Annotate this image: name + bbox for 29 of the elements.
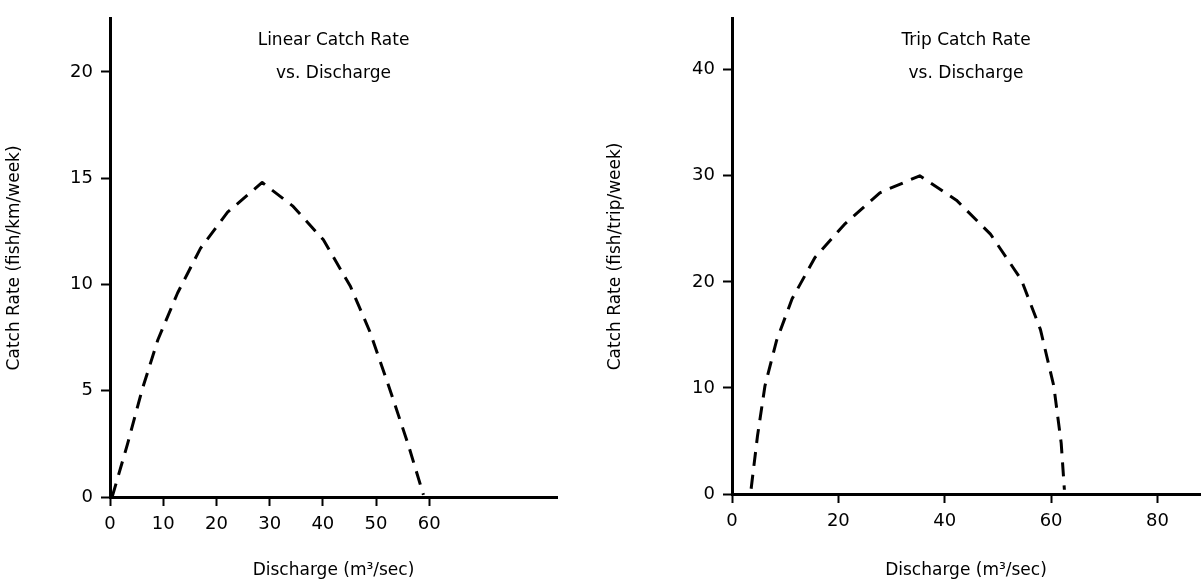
x-tick-label: 60 [417,512,441,534]
x-tick-label: 50 [364,512,388,534]
y-tick-label: 0 [81,484,93,506]
x-tick-label: 40 [311,512,335,534]
x-tick-label: 60 [1039,509,1063,531]
text: Trip Catch Rate vs. Discharge [900,29,1031,83]
x-tick-label: 0 [726,509,738,531]
x-tick-label: 40 [933,509,957,531]
y-tick-label: 0 [703,481,715,503]
y-tick-label: 5 [81,378,93,400]
text: Linear Catch Rate vs. Discharge [257,29,410,83]
y-axis-title: Catch Rate (fish/trip/week) [603,142,624,371]
x-tick-label: 30 [258,512,282,534]
x-axis-title: Discharge (m³/sec) [885,559,1047,580]
line-series [749,174,1066,492]
y-tick-label: 40 [692,57,715,79]
x-tick-label: 10 [151,512,175,534]
x-tick-label: 0 [104,512,116,534]
y-tick-label: 10 [692,375,715,397]
x-axis-title: Discharge (m³/sec) [252,559,415,580]
y-tick-label: 30 [692,163,715,185]
x-tick-label: 80 [1146,509,1169,531]
x-tick-label: 20 [204,512,228,534]
y-tick-label: 20 [692,269,715,291]
x-tick-label: 20 [826,509,850,531]
y-axis-title: Catch Rate (fish/km/week) [2,145,23,371]
y-tick-label: 10 [70,272,93,294]
y-tick-label: 15 [70,165,93,187]
y-tick-label: 20 [70,59,93,81]
